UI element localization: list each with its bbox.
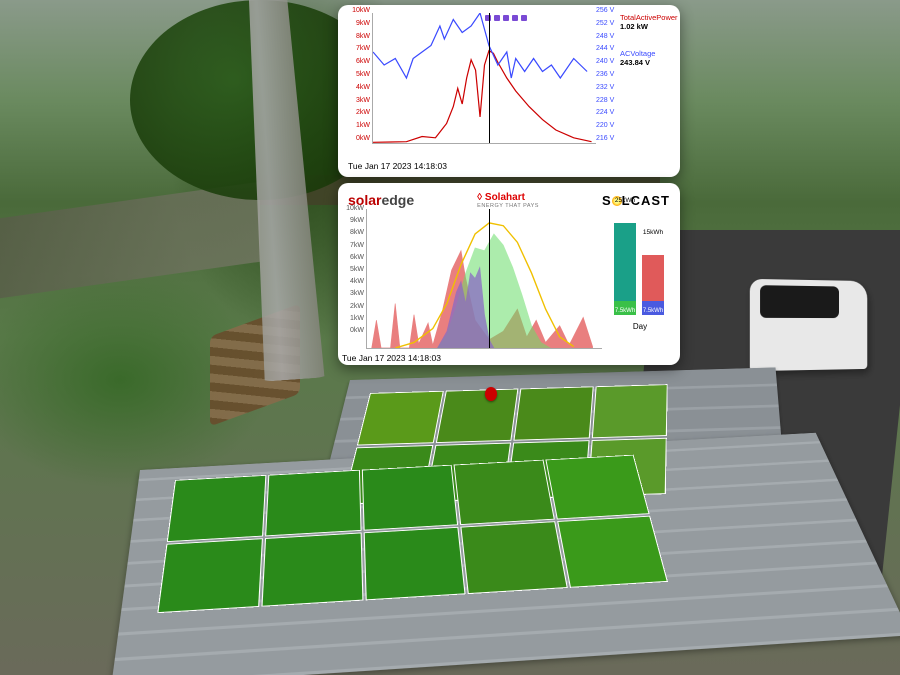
solar-panel[interactable]: [557, 516, 668, 588]
chart1-right-axis: 256 V252 V248 V244 V240 V236 V232 V228 V…: [596, 11, 618, 141]
solar-panel[interactable]: [461, 521, 568, 594]
chart1-now-line: [489, 13, 490, 143]
solar-panel[interactable]: [262, 532, 363, 606]
chart2-left-axis: 10kW9kW8kW7kW6kW5kW4kW3kW2kW1kW0kW: [338, 209, 366, 349]
solar-panel[interactable]: [167, 475, 267, 542]
chart1-legend: TotalActivePower 1.02 kW ACVoltage 243.8…: [620, 13, 674, 85]
solar-panel[interactable]: [357, 391, 443, 446]
chart2-plot[interactable]: [366, 209, 602, 349]
fence: [0, 182, 260, 299]
power-voltage-chart-card: 10kW9kW8kW7kW6kW5kW4kW3kW2kW1kW0kW 256 V…: [338, 5, 680, 177]
solar-panel[interactable]: [362, 465, 459, 531]
solar-panel[interactable]: [363, 527, 465, 601]
solar-panel[interactable]: [435, 389, 518, 443]
solar-panel[interactable]: [266, 470, 362, 537]
solar-panel[interactable]: [454, 460, 555, 525]
daily-totals-bars: 25kWh 7.5kWh 15kWh 7.5kWh Day: [612, 211, 668, 331]
bars-axis-label: Day: [612, 322, 668, 331]
solar-panel[interactable]: [591, 384, 667, 438]
scene-3d-view[interactable]: 10kW9kW8kW7kW6kW5kW4kW3kW2kW1kW0kW 256 V…: [0, 0, 900, 675]
solahart-logo: ◊ SolahartENERGY THAT PAYS: [477, 192, 539, 209]
solar-panel[interactable]: [157, 538, 263, 613]
bar-consumption[interactable]: 15kWh 7.5kWh: [642, 239, 664, 315]
solar-panel[interactable]: [513, 386, 593, 440]
chart1-left-axis: 10kW9kW8kW7kW6kW5kW4kW3kW2kW1kW0kW: [344, 11, 372, 141]
chart2-now-line: [489, 209, 490, 348]
generation-forecast-card: solaredge ◊ SolahartENERGY THAT PAYS SLC…: [338, 183, 680, 365]
bar-generation[interactable]: 25kWh 7.5kWh: [614, 207, 636, 315]
vehicle: [750, 279, 867, 371]
chart1-plot[interactable]: [372, 13, 596, 144]
roof-beacon: [485, 387, 497, 401]
chart1-timestamp: Tue Jan 17 2023 14:18:03: [348, 161, 447, 171]
chart2-timestamp: Tue Jan 17 2023 14:18:03: [342, 353, 441, 363]
solar-panel[interactable]: [545, 455, 650, 520]
